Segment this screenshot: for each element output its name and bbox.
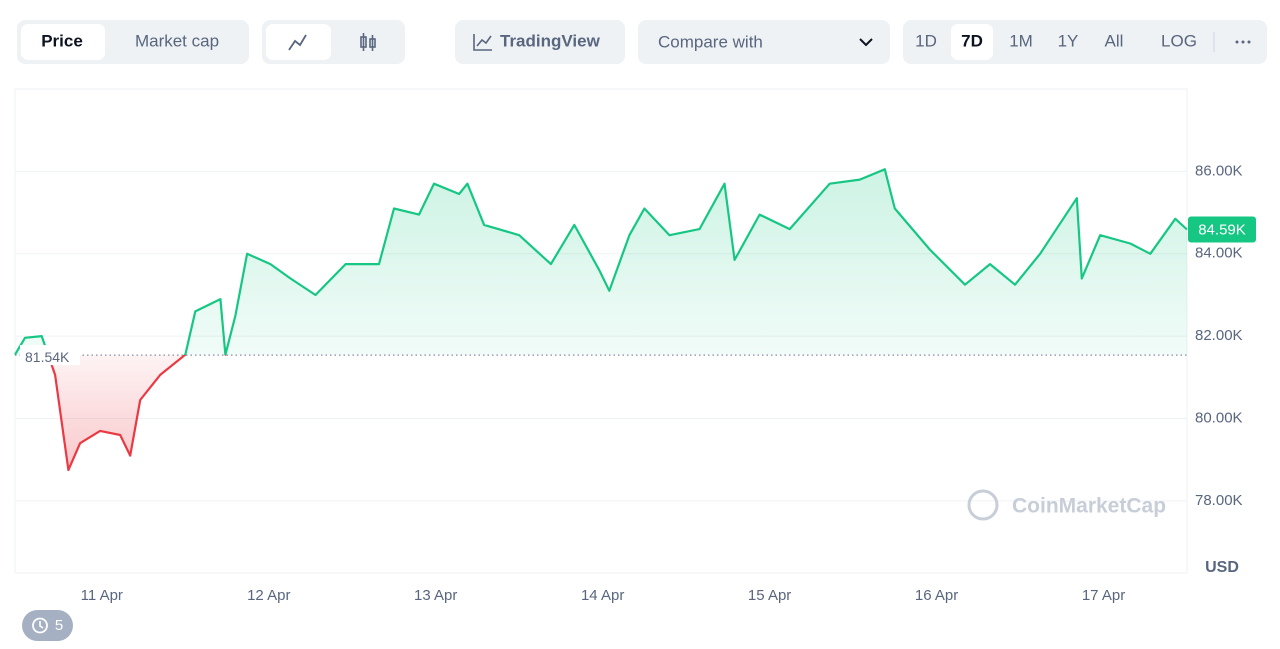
line-icon: [288, 34, 307, 51]
range-button[interactable]: 1M: [1009, 31, 1033, 50]
range-active[interactable]: [951, 24, 993, 60]
baseline-label-bg: [20, 345, 80, 366]
tradingview-label[interactable]: TradingView: [500, 31, 601, 50]
tab-active[interactable]: [21, 24, 105, 60]
x-tick-label: 14 Apr: [581, 587, 624, 604]
tab-price[interactable]: Price: [41, 31, 83, 50]
x-tick-label: 12 Apr: [247, 587, 290, 604]
x-tick-label: 11 Apr: [81, 587, 123, 604]
last-price-label: 84.59K: [1198, 221, 1246, 238]
tradingview-button[interactable]: [455, 20, 625, 64]
tab-market-cap[interactable]: Market cap: [135, 31, 219, 50]
range-button[interactable]: 7D: [961, 31, 983, 50]
x-tick-label: 16 Apr: [915, 587, 958, 604]
y-tick-label: 86.00K: [1195, 162, 1243, 179]
range-button[interactable]: All: [1105, 31, 1124, 50]
more-button[interactable]: [1235, 40, 1251, 44]
compare-label[interactable]: Compare with: [658, 32, 763, 51]
range-group: [903, 20, 1267, 64]
x-tick-label: 17 Apr: [1082, 587, 1125, 604]
x-tick-label: 13 Apr: [414, 587, 457, 604]
history-icon: [32, 617, 48, 634]
last-price-tag: [1188, 216, 1256, 243]
x-tick-label: 15 Apr: [748, 587, 791, 604]
watermark: CoinMarketCap: [1012, 495, 1166, 518]
candle-icon[interactable]: [360, 33, 376, 51]
line-type-button[interactable]: [266, 24, 331, 60]
tradingview-icon: [473, 34, 492, 51]
range-button[interactable]: 1D: [915, 31, 937, 50]
watermark-logo: [967, 489, 999, 521]
chevron-icon: [859, 38, 873, 47]
y-tick-label: 84.00K: [1195, 245, 1243, 262]
compare-dropdown[interactable]: [638, 20, 890, 64]
history-count: 5: [55, 617, 63, 634]
price-line: [14, 168, 1188, 472]
y-tick-label: 78.00K: [1195, 492, 1243, 509]
range-button[interactable]: 1Y: [1058, 31, 1079, 50]
history-icon-hands: [39, 621, 44, 629]
y-unit-label: USD: [1205, 559, 1239, 576]
log-button[interactable]: LOG: [1161, 31, 1197, 50]
price-area: [15, 169, 1187, 471]
y-tick-label: 80.00K: [1195, 410, 1243, 427]
y-tick-label: 82.00K: [1195, 327, 1243, 344]
baseline-label: 81.54K: [25, 349, 70, 365]
